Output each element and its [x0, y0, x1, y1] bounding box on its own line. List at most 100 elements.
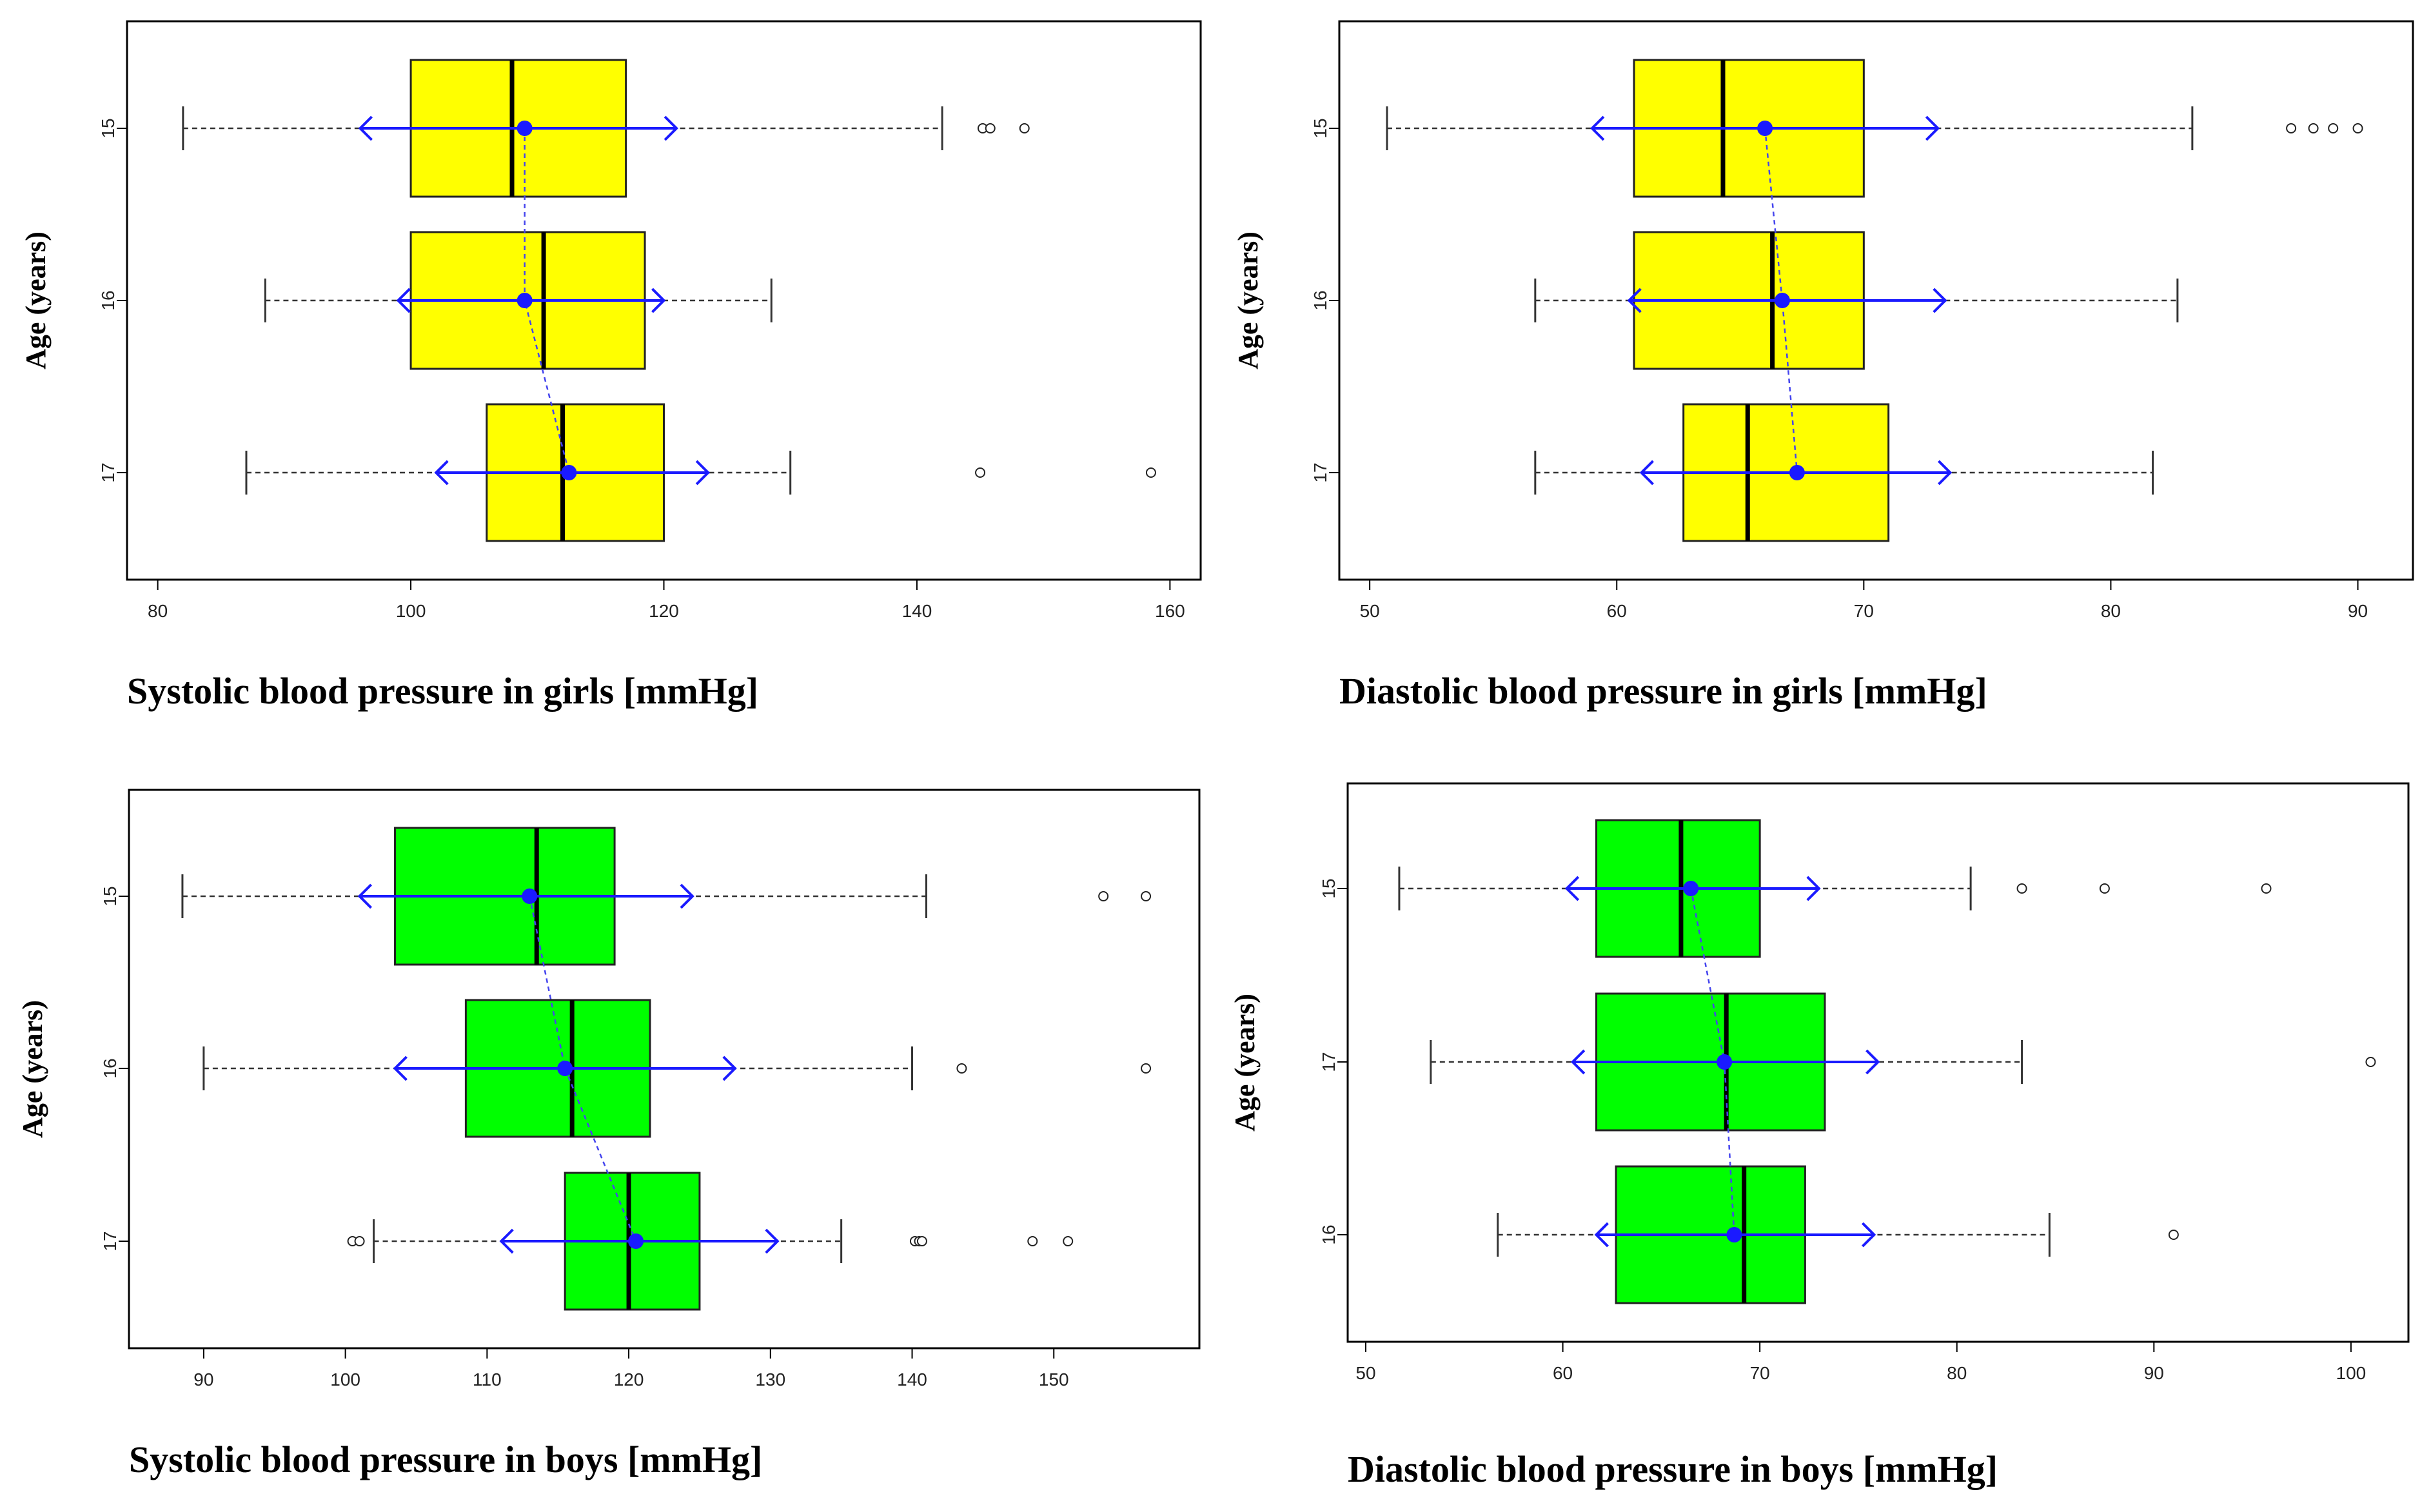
outlier-point [2286, 123, 2297, 133]
x-axis-label: Diastolic blood pressure in boys [mmHg] [1348, 1448, 1998, 1490]
y-axis-label: Age (years) [1232, 231, 1264, 369]
y-axis-label: Age (years) [20, 231, 52, 369]
sd-arrow-low [1590, 115, 1605, 141]
x-tick-label: 130 [755, 1370, 785, 1389]
outlier-point [1141, 891, 1152, 901]
y-tick-label: 17 [1319, 1052, 1339, 1072]
sd-arrow-low [1564, 876, 1580, 901]
sd-arrow-high [695, 460, 711, 486]
sd-arrow-low [396, 288, 411, 313]
x-tick-label: 90 [2348, 601, 2368, 621]
y-axis-label: Age (years) [17, 1000, 48, 1138]
y-tick-label: 15 [1319, 878, 1339, 898]
chart-panel-4: 50 60 70 80 90 100 15 17 16 Diastolic blood press… [1229, 782, 2410, 1490]
sd-arrow-low [1594, 1222, 1609, 1248]
sd-arrow-high [664, 115, 678, 141]
sd-arrow-high [1865, 1049, 1880, 1075]
sd-arrow-low [393, 1055, 408, 1081]
y-axis-label: Age (years) [1229, 994, 1261, 1132]
mean-point [628, 1233, 644, 1249]
box-age-17 [1534, 403, 2154, 542]
y-tick-label: 16 [100, 1058, 120, 1078]
box-age-15 [1386, 59, 2363, 198]
outlier-point [2168, 1230, 2179, 1240]
outlier-point [1027, 1236, 1038, 1246]
outlier-point [2308, 123, 2319, 133]
box-age-17 [347, 1172, 1074, 1311]
x-tick-label: 160 [1155, 601, 1185, 621]
y-tick-label: 17 [1310, 462, 1330, 482]
sd-arrow-high [1861, 1222, 1876, 1248]
x-tick-label: 80 [1947, 1363, 1967, 1383]
x-tick-label: 140 [897, 1370, 927, 1389]
chart-panel-2: 50 60 70 80 90 15 16 17 Diastolic blood pressure… [1232, 20, 2414, 712]
y-tick-label: 16 [1310, 290, 1330, 310]
x-tick-label: 70 [1750, 1363, 1770, 1383]
x-tick-label: 50 [1355, 1363, 1375, 1383]
sd-arrow-high [1933, 288, 1947, 313]
box-age-16 [202, 999, 1152, 1138]
sd-arrow-low [1639, 460, 1654, 486]
x-axis-label: Diastolic blood pressure in girls [mmHg] [1339, 670, 1987, 712]
x-tick-label: 80 [148, 601, 168, 621]
box-age-15 [181, 827, 1152, 966]
outlier-point [1019, 123, 1030, 133]
y-tick-label: 15 [100, 886, 120, 906]
mean-point [1717, 1054, 1733, 1070]
sd-arrow-low [1627, 288, 1642, 313]
mean-point [1726, 1227, 1742, 1242]
mean-point [517, 293, 533, 308]
y-tick-label: 15 [98, 118, 118, 138]
sd-arrow-high [1938, 460, 1953, 486]
x-tick-label: 90 [2144, 1363, 2164, 1383]
outlier-point [956, 1063, 967, 1074]
sd-arrow-high [1806, 876, 1821, 901]
sd-arrow-low [358, 115, 373, 141]
mean-point [522, 889, 538, 904]
outlier-point [2016, 883, 2027, 894]
outlier-point [1098, 891, 1109, 901]
chart-panel-1: 80 100 120 140 160 15 16 17 Systolic blood press… [20, 20, 1202, 712]
sd-arrow-high [1925, 115, 1940, 141]
y-tick-label: 16 [98, 290, 118, 310]
outlier-point [354, 1236, 365, 1246]
outlier-point [975, 467, 986, 478]
mean-trend-line [1764, 128, 1798, 473]
box-age-16 [1534, 231, 2179, 370]
outlier-point [2261, 883, 2272, 894]
x-tick-label: 120 [614, 1370, 644, 1389]
sd-arrow-high [651, 288, 666, 313]
outlier-point [2328, 123, 2339, 133]
y-tick-label: 17 [100, 1231, 120, 1251]
sd-arrow-low [357, 883, 373, 909]
x-tick-label: 80 [2101, 601, 2121, 621]
x-tick-label: 100 [330, 1370, 360, 1389]
mean-point [1774, 293, 1790, 308]
box-age-16 [1497, 1165, 2179, 1304]
sd-arrow-low [434, 460, 449, 486]
mean-point [561, 465, 577, 480]
mean-point [1757, 121, 1773, 136]
outlier-point [1141, 1063, 1152, 1074]
x-tick-label: 50 [1360, 601, 1380, 621]
y-tick-label: 17 [98, 462, 118, 482]
mean-point [1683, 881, 1699, 896]
x-tick-label: 150 [1039, 1370, 1069, 1389]
box-age-15 [182, 59, 1030, 198]
box-age-15 [1398, 819, 2272, 958]
sd-arrow-high [765, 1228, 780, 1254]
x-tick-label: 70 [1854, 601, 1874, 621]
outlier-point [916, 1236, 927, 1246]
x-tick-label: 110 [473, 1370, 502, 1389]
box-age-17 [1430, 992, 2376, 1132]
x-tick-label: 90 [193, 1370, 213, 1389]
sd-arrow-low [1571, 1049, 1586, 1075]
outlier-point [1145, 467, 1156, 478]
x-axis-label: Systolic blood pressure in girls [mmHg] [127, 670, 758, 712]
outlier-point [985, 123, 996, 133]
x-tick-label: 100 [2336, 1363, 2367, 1383]
mean-point [1789, 465, 1805, 480]
sd-arrow-high [722, 1055, 737, 1081]
chart-panel-3: 90 100 110 120 130 140 150 15 16 17 Systolic blood… [17, 789, 1201, 1480]
mean-point [517, 121, 533, 136]
